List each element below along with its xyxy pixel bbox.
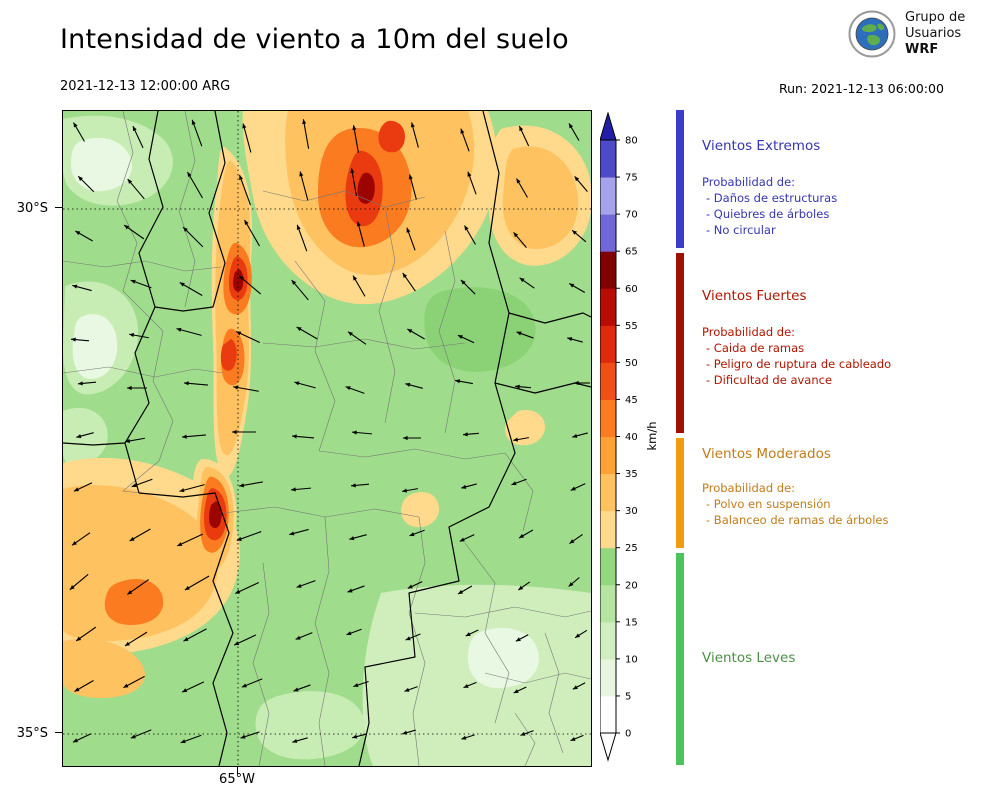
colorbar: 0 5 10 15 20 25 30 35 40 45 50 55 60 65 70 75 80 km/h [599,111,692,772]
wrf-logo-text: Grupo de Usuarios WRF [905,10,965,58]
legend-moderados-body: Probabilidad de: - Polvo en suspensión -… [702,480,888,528]
legend-extremos-body: Probabilidad de: - Daños de estructuras … [702,174,837,238]
svg-text:40: 40 [625,432,638,443]
wind-map-frame [61,110,593,767]
wrf-globe-icon [848,10,896,58]
svg-text:20: 20 [625,580,638,591]
svg-text:km/h: km/h [645,421,659,450]
y-tick-35s: 35°S [16,726,48,741]
legend-leves-title: Vientos Leves [702,650,796,666]
x-tickmark-65w [237,767,238,774]
legend-color-strip [676,110,686,765]
svg-text:15: 15 [625,617,638,628]
svg-text:50: 50 [625,358,638,369]
legend-extremos-title: Vientos Extremos [702,138,821,154]
legend-fuertes-item: - Dificultad de avance [706,373,833,387]
svg-text:30: 30 [625,506,638,517]
y-tickmark-35s [55,732,62,733]
legend-fuertes-item: - Caida de ramas [706,341,805,355]
legend-strip-svg [676,110,684,765]
legend-extremos-item: - Daños de estructuras [706,191,838,205]
svg-text:60: 60 [625,284,638,295]
legend-fuertes-title: Vientos Fuertes [702,288,807,304]
valid-time-label: 2021-12-13 12:00:00 ARG [60,79,231,94]
wind-map [61,110,593,767]
svg-text:45: 45 [625,395,638,406]
legend-extremos-item: - Quiebres de árboles [706,207,830,221]
logo-line-2: Usuarios [905,26,962,42]
logo-line-3: WRF [905,41,939,57]
svg-text:0: 0 [625,729,631,740]
page-title: Intensidad de viento a 10m del suelo [60,24,569,55]
legend-fuertes-body: Probabilidad de: - Caida de ramas - Peli… [702,324,891,388]
legend-extremos-item: - No circular [706,223,776,237]
legend-extremos-prob: Probabilidad de: [702,175,796,189]
svg-text:65: 65 [625,247,638,258]
legend-fuertes-prob: Probabilidad de: [702,325,796,339]
wind-legend: Vientos Extremos Probabilidad de: - Daño… [702,110,998,770]
x-tick-65w: 65°W [219,772,255,787]
svg-text:70: 70 [625,210,638,221]
svg-text:55: 55 [625,321,638,332]
colorbar-scale: 0 5 10 15 20 25 30 35 40 45 50 55 60 65 70 75 80 km/h [599,111,659,762]
legend-moderados-title: Vientos Moderados [702,446,831,462]
run-time-label: Run: 2021-12-13 06:00:00 [779,81,944,96]
y-tick-30s: 30°S [16,201,48,216]
logo-line-1: Grupo de [905,10,966,26]
legend-moderados-item: - Polvo en suspensión [706,497,831,511]
svg-text:35: 35 [625,469,638,480]
y-tickmark-30s [55,207,62,208]
legend-moderados-item: - Balanceo de ramas de árboles [706,513,889,527]
wrf-logo: Grupo de Usuarios WRF [848,10,965,58]
svg-text:25: 25 [625,543,638,554]
svg-text:75: 75 [625,173,638,184]
svg-text:5: 5 [625,691,631,702]
svg-text:10: 10 [625,654,638,665]
svg-text:80: 80 [625,136,638,147]
legend-moderados-prob: Probabilidad de: [702,481,796,495]
legend-fuertes-item: - Peligro de ruptura de cableado [706,357,892,371]
